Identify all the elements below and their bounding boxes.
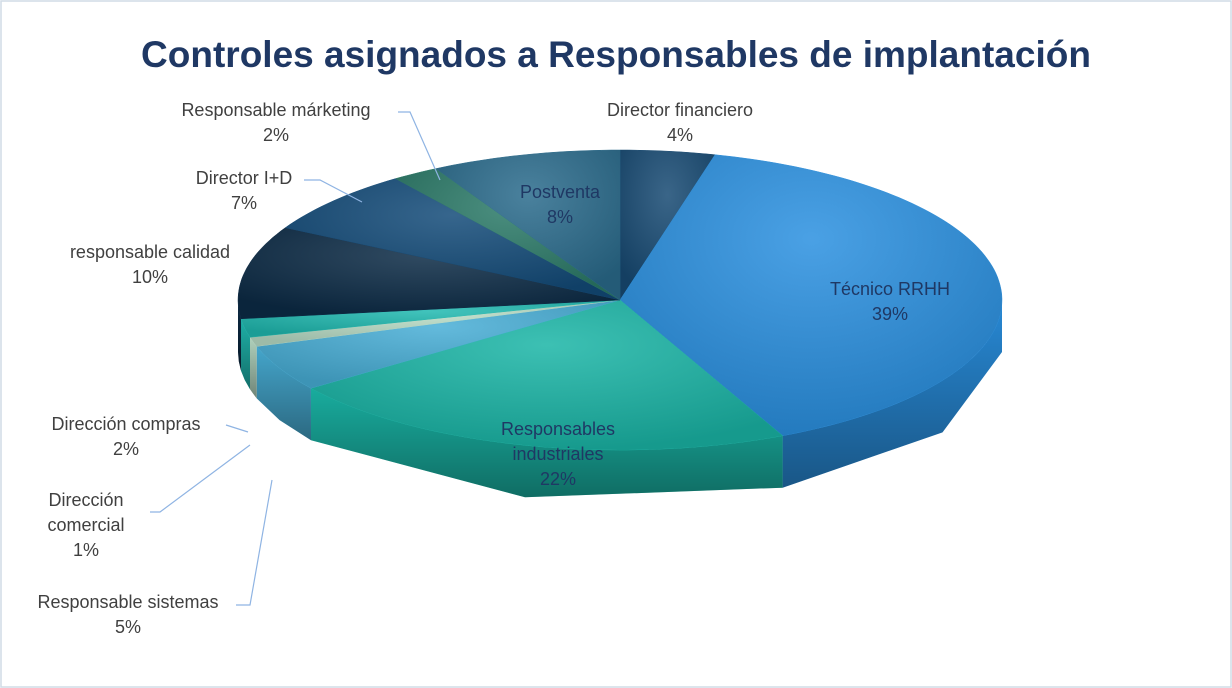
label-name: Postventa (519, 182, 601, 202)
leader-line (225, 424, 249, 433)
pie-slice-shine (256, 300, 620, 389)
pie-side-shade (256, 346, 311, 441)
chart-title: Controles asignados a Responsables de im… (141, 34, 1091, 75)
data-label: Responsable sistemas 5% (8, 590, 248, 640)
leader-line (150, 444, 251, 513)
label-name: Director I+D (195, 168, 293, 188)
data-label: Responsables industriales 22% (458, 417, 658, 492)
pie-slice-shine (250, 300, 620, 347)
data-label: Director financiero 4% (560, 98, 800, 148)
leader-line (398, 111, 441, 181)
label-value: 8% (546, 207, 573, 227)
leader-line (304, 179, 363, 203)
label-name: Dirección compras (51, 414, 201, 434)
label-name: responsable calidad (69, 242, 231, 262)
pie-slice-shine (620, 150, 715, 300)
data-label: Técnico RRHH 39% (790, 277, 990, 327)
pie-side-shade (311, 388, 783, 498)
leader-line (236, 479, 273, 606)
label-value: 10% (131, 267, 169, 287)
pie-side-shade (238, 300, 242, 371)
data-label: Director I+D 7% (164, 166, 324, 216)
label-name: Responsable márketing (181, 100, 371, 120)
pie-side-shade (250, 337, 257, 399)
pie-slice-shine (241, 300, 620, 338)
pie-slice-shine (238, 227, 620, 319)
label-name: Responsables industriales (500, 419, 616, 464)
label-value: 39% (871, 304, 909, 324)
data-label: Postventa 8% (480, 180, 640, 230)
label-value: 2% (262, 125, 289, 145)
label-name: Responsable sistemas (37, 592, 219, 612)
label-value: 22% (539, 469, 577, 489)
pie-slice-shine (285, 178, 620, 300)
label-name: Técnico RRHH (829, 279, 951, 299)
label-value: 7% (230, 193, 257, 213)
data-label: Responsable márketing 2% (146, 98, 406, 148)
label-value: 1% (72, 540, 99, 560)
pie-side-shade (241, 318, 251, 390)
pie-slice-shine (620, 154, 1002, 436)
data-label: Dirección comercial 1% (16, 488, 156, 563)
label-name: Dirección comercial (47, 490, 125, 535)
data-label: responsable calidad 10% (30, 240, 270, 290)
label-value: 4% (666, 125, 693, 145)
label-name: Director financiero (606, 100, 754, 120)
pie-slice-shine (395, 168, 620, 300)
pie-slice-shine (436, 150, 620, 300)
pie-side-shade (782, 300, 1002, 488)
pie-slice-shine (311, 300, 783, 450)
label-value: 2% (112, 439, 139, 459)
data-label: Dirección compras 2% (16, 412, 236, 462)
label-value: 5% (114, 617, 141, 637)
